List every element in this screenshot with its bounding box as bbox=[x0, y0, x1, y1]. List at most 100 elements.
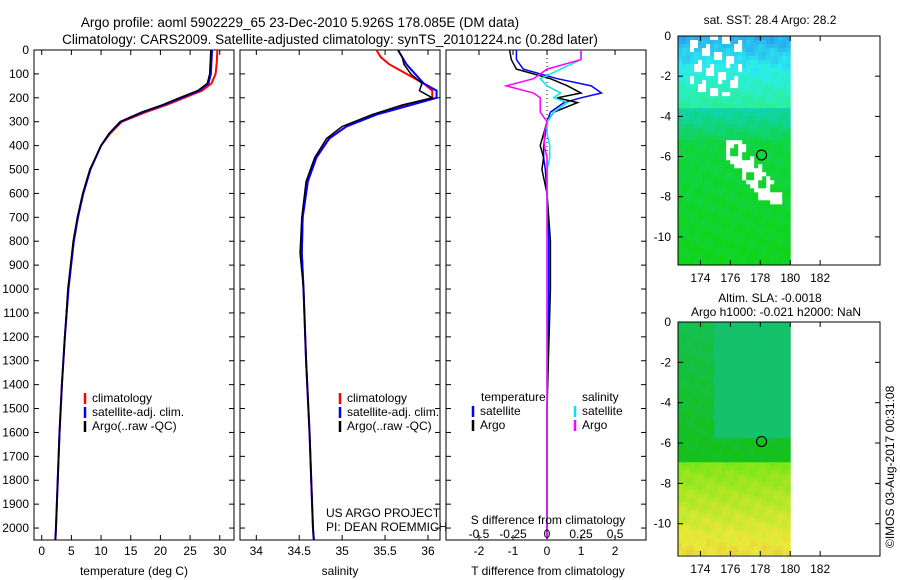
map-cell bbox=[706, 40, 711, 45]
map-cell bbox=[782, 228, 787, 233]
map-cell bbox=[782, 386, 787, 391]
map-cell bbox=[702, 422, 707, 427]
map-cell bbox=[714, 346, 719, 351]
map-cell bbox=[738, 330, 743, 335]
map-cell bbox=[770, 112, 775, 117]
map-cell bbox=[694, 378, 699, 383]
map-cell bbox=[758, 72, 763, 77]
map-cell bbox=[702, 256, 707, 261]
map-cell bbox=[738, 434, 743, 439]
map-cell bbox=[750, 84, 755, 89]
map-cell bbox=[734, 390, 739, 395]
map-cell bbox=[754, 188, 759, 193]
map-cell bbox=[730, 366, 735, 371]
map-cell bbox=[730, 196, 735, 201]
map-cell bbox=[710, 100, 715, 105]
map-cell bbox=[766, 370, 771, 375]
map-cell bbox=[730, 48, 735, 53]
s-tick-label: 0.5 bbox=[607, 527, 624, 541]
map-cell bbox=[766, 466, 771, 471]
map-cell bbox=[698, 196, 703, 201]
map-cell bbox=[690, 514, 695, 519]
map-cell bbox=[750, 514, 755, 519]
map-cell bbox=[702, 68, 707, 73]
map-cell bbox=[694, 64, 699, 69]
map-cell bbox=[750, 418, 755, 423]
map-cell bbox=[722, 330, 727, 335]
map-cell bbox=[694, 342, 699, 347]
map-cell bbox=[766, 80, 771, 85]
map-cell bbox=[734, 394, 739, 399]
map-cell bbox=[682, 72, 687, 77]
map-cell bbox=[706, 390, 711, 395]
map-cell bbox=[758, 124, 763, 129]
map-cell bbox=[682, 224, 687, 229]
map-cell bbox=[778, 470, 783, 475]
map-cell bbox=[726, 450, 731, 455]
map-cell bbox=[782, 342, 787, 347]
map-cell bbox=[726, 354, 731, 359]
map-cell bbox=[750, 188, 755, 193]
map-cell bbox=[750, 342, 755, 347]
y-tick-label: -10 bbox=[654, 517, 672, 531]
map-cell bbox=[694, 374, 699, 379]
map-cell bbox=[722, 188, 727, 193]
map-cell bbox=[682, 538, 687, 543]
map-cell bbox=[706, 394, 711, 399]
map-cell bbox=[690, 92, 695, 97]
map-cell bbox=[718, 236, 723, 241]
map-cell bbox=[682, 394, 687, 399]
map-cell bbox=[702, 204, 707, 209]
map-cell bbox=[730, 538, 735, 543]
map-cell bbox=[746, 486, 751, 491]
map-cell bbox=[750, 538, 755, 543]
map-cell bbox=[714, 398, 719, 403]
map-cell bbox=[734, 454, 739, 459]
map-cell bbox=[734, 60, 739, 65]
map-cell bbox=[718, 426, 723, 431]
map-cell bbox=[742, 406, 747, 411]
map-cell bbox=[682, 40, 687, 45]
map-cell bbox=[770, 88, 775, 93]
map-cell bbox=[766, 338, 771, 343]
map-cell bbox=[690, 550, 695, 555]
map-cell bbox=[690, 414, 695, 419]
map-cell bbox=[746, 526, 751, 531]
map-cell bbox=[686, 330, 691, 335]
map-cell bbox=[766, 252, 771, 257]
map-cell bbox=[742, 180, 747, 185]
map-cell bbox=[710, 366, 715, 371]
map-cell bbox=[770, 498, 775, 503]
map-cell bbox=[738, 216, 743, 221]
map-cell bbox=[718, 260, 723, 265]
map-cell bbox=[686, 534, 691, 539]
map-cell bbox=[702, 232, 707, 237]
map-cell bbox=[774, 354, 779, 359]
map-cell bbox=[694, 402, 699, 407]
map-cell bbox=[742, 112, 747, 117]
map-cell bbox=[682, 216, 687, 221]
map-cell bbox=[738, 56, 743, 61]
map-cell bbox=[778, 224, 783, 229]
map-cell bbox=[722, 470, 727, 475]
map-cell bbox=[726, 398, 731, 403]
map-cell bbox=[766, 382, 771, 387]
map-cell bbox=[786, 128, 791, 133]
map-cell bbox=[714, 212, 719, 217]
map-cell bbox=[746, 196, 751, 201]
s-axis-label: S difference from climatology bbox=[471, 513, 626, 527]
map-cell bbox=[746, 494, 751, 499]
map-cell bbox=[678, 498, 683, 503]
map-cell bbox=[734, 338, 739, 343]
map-cell bbox=[782, 140, 787, 145]
map-cell bbox=[738, 232, 743, 237]
map-cell bbox=[750, 200, 755, 205]
map-cell bbox=[762, 534, 767, 539]
map-cell bbox=[722, 410, 727, 415]
map-cell bbox=[738, 326, 743, 331]
map-cell bbox=[786, 454, 791, 459]
map-cell bbox=[714, 466, 719, 471]
map-cell bbox=[686, 72, 691, 77]
map-cell bbox=[694, 334, 699, 339]
map-cell bbox=[682, 406, 687, 411]
